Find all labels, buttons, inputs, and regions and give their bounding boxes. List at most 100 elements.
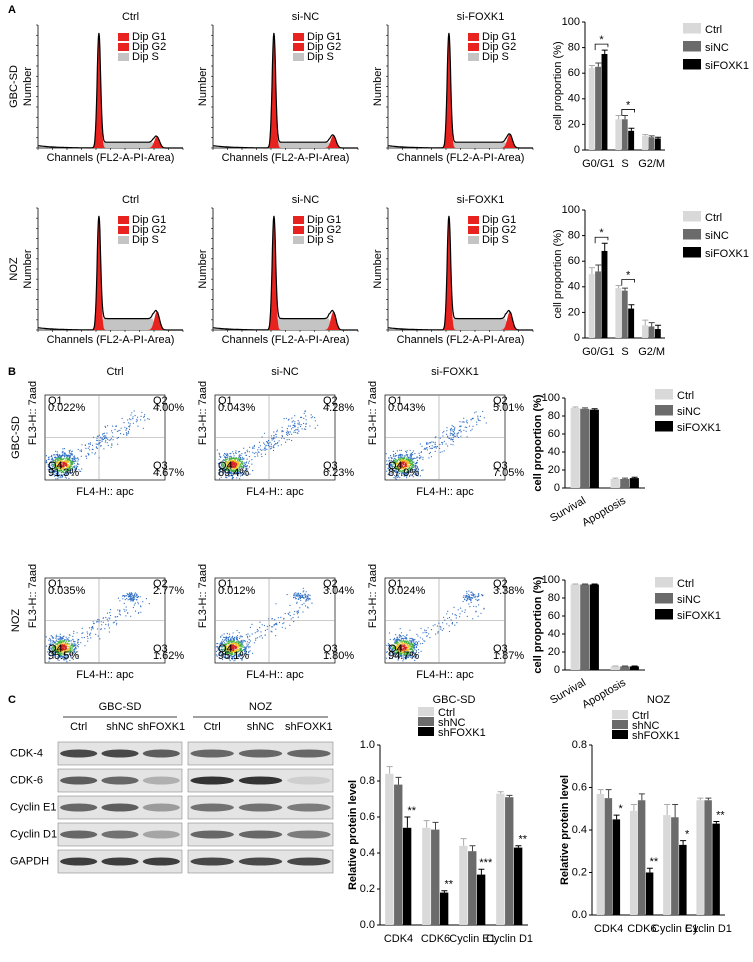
- event-dot: [290, 428, 293, 430]
- significance-label: **: [408, 805, 417, 817]
- event-dot: [118, 613, 120, 615]
- bar: [431, 829, 440, 925]
- event-dot: [61, 451, 63, 453]
- event-dot: [65, 645, 67, 647]
- x-axis-label: FL4-H:: apc: [246, 669, 304, 681]
- event-dot: [135, 421, 137, 423]
- event-dot: [289, 615, 291, 617]
- event-dot: [71, 461, 73, 463]
- event-dot: [402, 464, 404, 466]
- event-dot: [476, 424, 478, 426]
- event-dot: [69, 467, 71, 469]
- event-dot: [427, 627, 429, 629]
- event-dot: [236, 463, 238, 465]
- event-dot: [58, 472, 60, 474]
- event-dot: [390, 455, 392, 457]
- event-dot: [247, 633, 249, 635]
- event-dot: [219, 455, 221, 457]
- event-dot: [218, 453, 221, 455]
- event-dot: [451, 430, 453, 432]
- event-dot: [256, 637, 259, 639]
- legend-label: siFOXK1: [705, 248, 749, 260]
- event-dot: [64, 454, 66, 456]
- event-dot: [234, 647, 236, 649]
- event-dot: [68, 477, 70, 479]
- event-dot: [305, 426, 307, 428]
- event-dot: [416, 642, 419, 645]
- event-dot: [260, 449, 262, 451]
- event-dot: [98, 457, 100, 459]
- event-dot: [261, 637, 263, 639]
- legend-label: Dip G1: [482, 31, 516, 43]
- event-dot: [301, 428, 303, 430]
- legend-label: shFOXK1: [632, 730, 680, 742]
- event-dot: [67, 464, 69, 466]
- event-dot: [275, 628, 277, 630]
- event-dot: [243, 457, 245, 459]
- event-dot: [74, 460, 76, 462]
- legend-label: siFOXK1: [677, 610, 721, 622]
- legend-swatch: [293, 236, 304, 244]
- event-dot: [228, 633, 231, 635]
- event-dot: [59, 454, 61, 456]
- event-dot: [239, 459, 241, 461]
- event-dot: [59, 456, 61, 458]
- event-dot: [50, 469, 52, 471]
- event-dot: [475, 595, 477, 597]
- event-dot: [55, 472, 57, 474]
- event-dot: [114, 428, 116, 431]
- bar: [621, 290, 628, 338]
- error-bar: [615, 114, 622, 120]
- event-dot: [76, 642, 79, 644]
- bar: [589, 584, 599, 670]
- y-tick-label: 0.8: [572, 739, 587, 751]
- event-dot: [419, 443, 421, 445]
- event-dot: [424, 629, 426, 631]
- event-dot: [400, 454, 402, 456]
- event-dot: [281, 626, 283, 628]
- event-dot: [236, 641, 238, 643]
- event-dot: [465, 430, 467, 432]
- event-dot: [404, 647, 406, 649]
- event-dot: [98, 444, 100, 446]
- x-axis-label: FL4-H:: apc: [246, 486, 304, 498]
- event-dot: [456, 434, 458, 436]
- event-dot: [308, 597, 310, 600]
- y-tick-label: 0.6: [360, 811, 375, 823]
- event-dot: [452, 444, 454, 446]
- event-dot: [242, 463, 244, 465]
- event-dot: [310, 414, 312, 416]
- error-bar: [582, 407, 588, 409]
- event-dot: [280, 616, 282, 619]
- event-dot: [408, 644, 410, 646]
- event-dot: [69, 634, 71, 636]
- x-axis-label: FL4-H:: apc: [416, 486, 474, 498]
- event-dot: [426, 449, 428, 451]
- blot-band: [60, 830, 98, 839]
- event-dot: [128, 428, 131, 430]
- x-axis-label: Channels (FL2-A-PI-Area): [222, 334, 350, 346]
- legend-swatch: [468, 43, 479, 51]
- event-dot: [134, 602, 136, 604]
- event-dot: [216, 449, 218, 451]
- event-dot: [49, 471, 51, 473]
- legend-label: Dip S: [307, 51, 334, 63]
- event-dot: [117, 443, 119, 445]
- event-dot: [56, 457, 58, 459]
- event-dot: [435, 436, 437, 438]
- event-dot: [246, 635, 249, 638]
- bar: [645, 872, 654, 915]
- event-dot: [400, 639, 402, 641]
- event-dot: [421, 445, 423, 447]
- event-dot: [298, 594, 300, 596]
- event-dot: [475, 606, 477, 608]
- event-dot: [92, 627, 94, 629]
- event-dot: [76, 645, 79, 647]
- event-dot: [98, 621, 100, 623]
- event-dot: [430, 456, 432, 458]
- event-dot: [406, 457, 409, 459]
- event-dot: [70, 640, 72, 642]
- event-dot: [129, 426, 131, 428]
- bar: [712, 823, 720, 915]
- event-dot: [72, 646, 74, 648]
